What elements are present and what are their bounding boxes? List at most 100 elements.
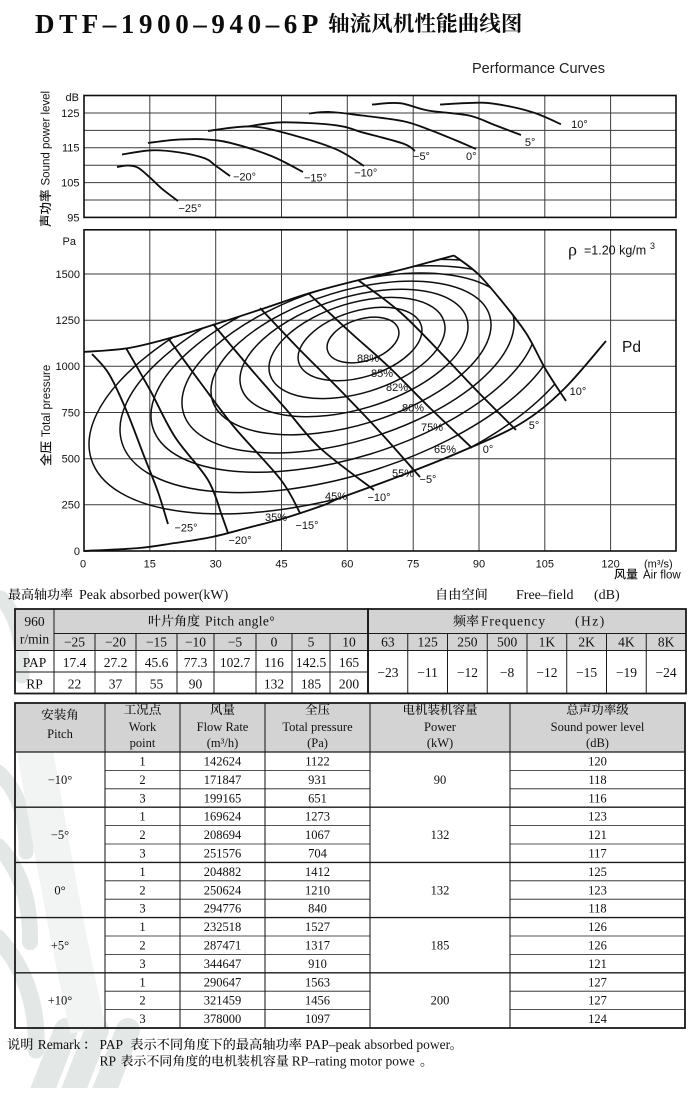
- svg-text:120: 120: [601, 559, 619, 571]
- svg-text:60: 60: [341, 559, 353, 571]
- svg-text:22: 22: [68, 677, 82, 692]
- svg-text:1456: 1456: [305, 994, 330, 1008]
- svg-text:−5: −5: [228, 635, 243, 650]
- svg-text:75%: 75%: [421, 422, 443, 434]
- svg-text:0°: 0°: [483, 444, 494, 456]
- svg-text:165: 165: [339, 655, 360, 670]
- svg-text:88%: 88%: [357, 353, 379, 365]
- svg-text:45: 45: [275, 559, 287, 571]
- svg-text:200: 200: [339, 677, 360, 692]
- svg-text:dB: dB: [66, 92, 79, 104]
- svg-text:point: point: [130, 736, 156, 750]
- svg-text:126: 126: [588, 939, 607, 953]
- svg-text:4K: 4K: [618, 635, 635, 650]
- svg-text:−24: −24: [656, 665, 677, 680]
- svg-text:321459: 321459: [204, 994, 242, 1008]
- svg-text:RP: RP: [100, 1054, 117, 1069]
- svg-text:0: 0: [80, 559, 86, 571]
- svg-text:+5°: +5°: [51, 939, 69, 953]
- svg-text:75: 75: [407, 559, 419, 571]
- svg-text:840: 840: [308, 902, 327, 916]
- svg-text:−15°: −15°: [295, 520, 318, 532]
- svg-text:132: 132: [431, 883, 450, 897]
- svg-text:500: 500: [62, 454, 80, 466]
- svg-text:−10°: −10°: [48, 773, 73, 787]
- svg-text:118: 118: [588, 902, 606, 916]
- svg-text:80%: 80%: [402, 402, 424, 414]
- svg-text:−20°: −20°: [233, 171, 256, 183]
- svg-text:2: 2: [139, 994, 145, 1008]
- svg-text:30: 30: [210, 559, 222, 571]
- svg-text:45.6: 45.6: [145, 655, 169, 670]
- svg-text:17.4: 17.4: [63, 655, 87, 670]
- svg-text:960: 960: [24, 614, 45, 629]
- svg-text:115: 115: [62, 143, 80, 155]
- svg-text:(Pa): (Pa): [307, 736, 328, 750]
- svg-text:2: 2: [139, 939, 145, 953]
- svg-text:125: 125: [61, 108, 79, 120]
- svg-text:142.5: 142.5: [296, 655, 327, 670]
- svg-text:750: 750: [62, 407, 80, 419]
- svg-text:−11: −11: [417, 665, 438, 680]
- svg-text:90: 90: [473, 559, 485, 571]
- svg-text:124: 124: [588, 1012, 608, 1026]
- svg-text:90: 90: [434, 773, 447, 787]
- svg-text:1273: 1273: [305, 810, 330, 824]
- svg-text:116: 116: [264, 655, 284, 670]
- svg-text:10°: 10°: [570, 386, 587, 398]
- svg-text:2K: 2K: [578, 635, 595, 650]
- svg-text:63: 63: [381, 635, 395, 650]
- svg-text:3: 3: [139, 957, 145, 971]
- svg-text:(m³/s): (m³/s): [644, 559, 673, 571]
- svg-text:−5°: −5°: [420, 474, 437, 486]
- svg-text:121: 121: [588, 828, 607, 842]
- svg-text:Pa: Pa: [63, 236, 77, 248]
- svg-text:37: 37: [109, 677, 123, 692]
- svg-text:Pd: Pd: [622, 339, 641, 356]
- svg-text:105: 105: [61, 178, 79, 190]
- svg-text:2: 2: [139, 773, 145, 787]
- svg-text:Work: Work: [129, 720, 157, 734]
- svg-text:287471: 287471: [204, 939, 242, 953]
- svg-text:0°: 0°: [54, 883, 65, 897]
- svg-text:199165: 199165: [204, 791, 242, 805]
- svg-text:−20°: −20°: [228, 535, 251, 547]
- svg-text:PAP: PAP: [23, 655, 47, 670]
- svg-text:−12: −12: [536, 665, 557, 680]
- svg-text:116: 116: [588, 791, 606, 805]
- svg-text:344647: 344647: [204, 957, 242, 971]
- svg-text:204882: 204882: [204, 865, 242, 879]
- svg-text:Sound power level: Sound power level: [41, 91, 53, 186]
- svg-text:123: 123: [588, 810, 607, 824]
- svg-text:185: 185: [431, 939, 450, 953]
- svg-text:−8: −8: [500, 665, 515, 680]
- svg-text:1122: 1122: [305, 755, 330, 769]
- svg-text:85%: 85%: [371, 368, 393, 380]
- svg-text:−19: −19: [616, 665, 637, 680]
- svg-text:378000: 378000: [204, 1012, 242, 1026]
- svg-text:1: 1: [139, 920, 145, 934]
- svg-text:Pitch: Pitch: [47, 727, 73, 741]
- svg-text:1250: 1250: [56, 315, 80, 327]
- svg-text:1210: 1210: [305, 883, 330, 897]
- svg-text:10°: 10°: [571, 119, 588, 131]
- svg-text:82%: 82%: [386, 382, 408, 394]
- svg-text:RP–rating motor powe: RP–rating motor powe: [292, 1054, 415, 1069]
- svg-text:3: 3: [650, 241, 655, 251]
- svg-text:132: 132: [264, 677, 284, 692]
- svg-text:294776: 294776: [204, 902, 242, 916]
- svg-text:Pitch angle°: Pitch angle°: [205, 614, 275, 629]
- svg-text:3: 3: [139, 847, 145, 861]
- svg-text:185: 185: [301, 677, 322, 692]
- svg-text:PAP–peak absorbed power: PAP–peak absorbed power: [305, 1037, 450, 1052]
- svg-text:127: 127: [588, 994, 607, 1008]
- svg-text:Peak absorbed power(kW): Peak absorbed power(kW): [79, 588, 229, 603]
- svg-text:123: 123: [588, 883, 607, 897]
- svg-text:105: 105: [536, 559, 554, 571]
- svg-text:117: 117: [588, 847, 606, 861]
- svg-text:8K: 8K: [658, 635, 675, 650]
- svg-text:35%: 35%: [265, 512, 287, 524]
- svg-text:132: 132: [431, 828, 450, 842]
- svg-text:Free–field: Free–field: [516, 588, 574, 603]
- svg-text:(dB): (dB): [586, 736, 609, 750]
